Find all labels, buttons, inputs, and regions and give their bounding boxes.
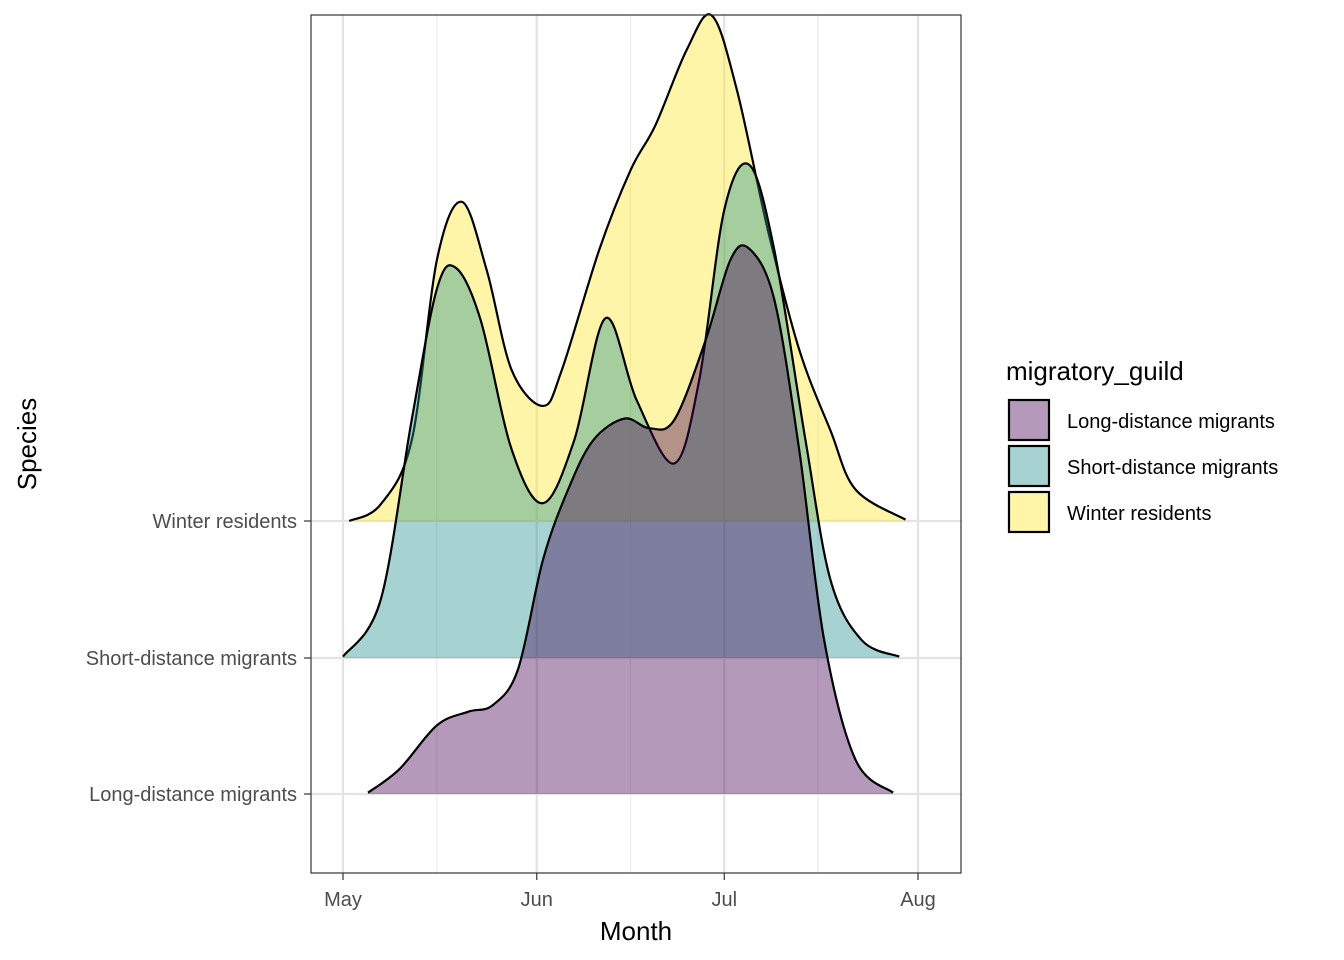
y-tick-label: Long-distance migrants [89, 784, 297, 806]
ridge-fill-winter-residents [349, 14, 906, 521]
ridge-line-winter-residents [348, 13, 907, 523]
legend: migratory_guild Long-distance migrants Sh… [1006, 356, 1278, 534]
x-tick-label: Jul [711, 889, 737, 911]
x-axis: May Jun Jul Aug [324, 873, 936, 911]
ridges [342, 13, 907, 794]
legend-key [1007, 490, 1051, 534]
ridge-line-long-distance-migrants [367, 244, 894, 794]
legend-label: Short-distance migrants [1067, 457, 1278, 479]
legend-title: migratory_guild [1006, 356, 1184, 386]
x-axis-title: Month [600, 916, 672, 946]
y-tick-label: Short-distance migrants [86, 648, 297, 670]
x-tick-label: Jun [521, 889, 553, 911]
legend-key [1007, 444, 1051, 488]
ridge-line-short-distance-migrants [342, 162, 900, 658]
ridge-fill-short-distance-migrants [343, 163, 900, 658]
y-axis: Long-distance migrants Short-distance mig… [86, 511, 311, 806]
legend-label: Long-distance migrants [1067, 411, 1275, 433]
y-axis-title: Species [12, 398, 42, 491]
x-tick-label: Aug [900, 889, 936, 911]
y-tick-label: Winter residents [153, 511, 298, 533]
legend-key [1007, 398, 1051, 442]
ridge-fill-long-distance-migrants [368, 245, 893, 794]
plot-panel-border [310, 14, 962, 874]
legend-label: Winter residents [1067, 503, 1212, 525]
x-tick-label: May [324, 889, 362, 911]
grid [311, 15, 961, 873]
